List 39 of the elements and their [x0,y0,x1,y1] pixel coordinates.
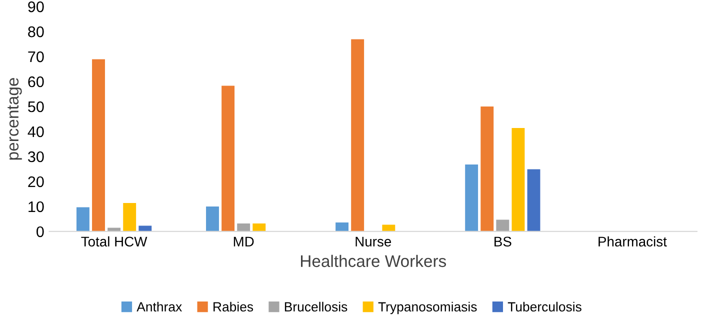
x-tick-label: Nurse [356,236,392,247]
y-tick-label: 20 [28,176,44,188]
legend-label: Trypanosomiasis [378,302,477,314]
y-tick-label: 50 [28,101,44,112]
bar [222,86,235,232]
bar [108,228,121,232]
y-tick-label: 70 [28,51,44,62]
legend-label: Anthrax [136,302,182,312]
x-tick-label: MD [234,236,254,246]
y-tick-label: 60 [28,76,44,88]
bar [465,164,478,232]
bar [252,223,266,232]
x-axis-title: Healthcare Workers [301,254,446,268]
y-tick-label: 40 [28,126,44,138]
legend-label: Tuberculosis [508,302,582,312]
bar [382,224,396,232]
bar [527,169,540,232]
bar [206,206,219,232]
y-tick-label: 10 [28,201,44,212]
legend-label: Rabies [214,302,254,312]
bar [123,202,136,232]
bar [496,220,510,232]
x-tick-label: Total HCW [81,236,148,247]
bar [76,207,90,232]
bar [512,128,525,232]
bar [138,226,152,232]
y-tick-label: 90 [28,1,44,12]
y-tick-label: 30 [28,151,44,162]
y-tick-label: 0 [36,226,44,238]
bar [336,222,349,232]
y-tick-label: 80 [28,26,44,38]
bar [480,106,494,232]
x-tick-label: Pharmacist [598,236,667,247]
bar [237,223,250,232]
bar [351,39,364,232]
y-axis-title: percentage [8,78,22,160]
x-tick-label: BS [494,236,512,247]
bar [92,59,105,232]
legend-label: Brucellosis [284,302,348,312]
